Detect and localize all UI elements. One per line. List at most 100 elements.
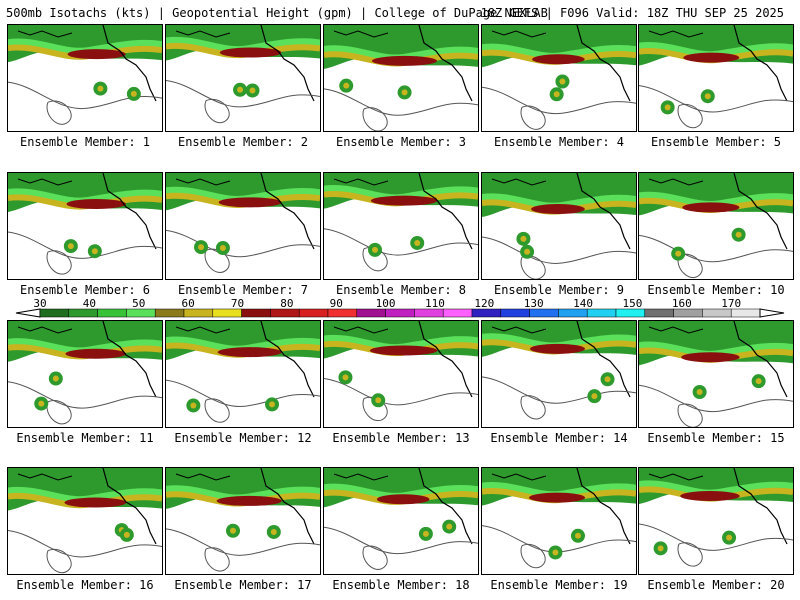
- isotach-map: [324, 468, 478, 570]
- map-panel-member-11: [7, 320, 163, 428]
- isotach-map: [482, 321, 636, 420]
- member-label: Ensemble Member: 17: [174, 578, 312, 592]
- colorbar-swatch: [241, 308, 271, 318]
- member-label: Ensemble Member: 16: [16, 578, 154, 592]
- map-panel-member-1: [7, 24, 163, 132]
- member-label: Ensemble Member: 2: [177, 135, 309, 149]
- member-label: Ensemble Member: 20: [647, 578, 785, 592]
- colorbar-tick-label: 170: [721, 297, 741, 310]
- colorbar-swatch: [385, 308, 415, 318]
- member-label: Ensemble Member: 4: [493, 135, 625, 149]
- isotach-map: [324, 173, 478, 272]
- colorbar-swatch: [327, 308, 358, 318]
- colorbar-legend: 30 40 50 60 70 80 90 100 110 120 130 140 150 160 170: [0, 297, 800, 319]
- colorbar-swatch: [97, 308, 127, 318]
- isotach-map: [639, 321, 793, 427]
- colorbar-tick-label: 140: [573, 297, 593, 310]
- colorbar-swatch: [673, 308, 703, 318]
- colorbar-tick-label: 30: [33, 297, 46, 310]
- member-label: Ensemble Member: 13: [332, 431, 470, 445]
- map-panel-member-13: [323, 320, 479, 428]
- run-info: 18Z GEFS | F096 Valid: 18Z THU SEP 25 20…: [480, 6, 784, 20]
- colorbar-swatch: [39, 308, 70, 318]
- map-panel-member-14: [481, 320, 637, 428]
- member-label: Ensemble Member: 8: [335, 283, 467, 297]
- colorbar-swatch: [586, 308, 617, 318]
- colorbar-swatch: [442, 308, 473, 318]
- isotach-map: [482, 468, 636, 569]
- map-panel-member-15: [638, 320, 794, 428]
- colorbar-tick-label: 160: [672, 297, 692, 310]
- colorbar-swatch: [414, 308, 444, 318]
- colorbar-tick-label: 80: [280, 297, 293, 310]
- colorbar-swatch: [356, 308, 386, 318]
- member-label: Ensemble Member: 14: [490, 431, 628, 445]
- isotach-map: [639, 173, 793, 278]
- member-label: Ensemble Member: 18: [332, 578, 470, 592]
- colorbar-tick-label: 150: [623, 297, 643, 310]
- colorbar-tick-label: 100: [376, 297, 396, 310]
- map-panel-member-3: [323, 24, 479, 132]
- isotach-map: [324, 321, 478, 421]
- map-panel-member-12: [165, 320, 321, 428]
- isotach-map: [166, 173, 320, 273]
- colorbar-swatch: [615, 308, 646, 318]
- isotach-map: [8, 468, 162, 573]
- isotach-map: [639, 468, 793, 567]
- colorbar-tick-label: 50: [132, 297, 145, 310]
- member-label: Ensemble Member: 1: [19, 135, 151, 149]
- colorbar-swatch: [270, 308, 300, 318]
- colorbar-swatch: [730, 308, 761, 318]
- member-label: Ensemble Member: 6: [19, 283, 151, 297]
- map-panel-member-8: [323, 172, 479, 280]
- isotach-map: [639, 25, 793, 129]
- isotach-map: [166, 321, 320, 423]
- map-panel-member-20: [638, 467, 794, 575]
- colorbar-tick-label: 60: [181, 297, 194, 310]
- isotach-map: [8, 25, 162, 125]
- colorbar-swatch: [126, 308, 156, 318]
- member-label: Ensemble Member: 19: [490, 578, 628, 592]
- isotach-map: [8, 173, 162, 275]
- map-panel-member-9: [481, 172, 637, 280]
- colorbar-swatch: [154, 308, 185, 318]
- colorbar-swatch: [183, 308, 214, 318]
- member-label: Ensemble Member: 11: [16, 431, 154, 445]
- colorbar-tick-label: 70: [231, 297, 244, 310]
- member-label: Ensemble Member: 9: [493, 283, 625, 297]
- colorbar-tick-label: 90: [330, 297, 343, 310]
- colorbar-swatch: [212, 308, 242, 318]
- member-label: Ensemble Member: 15: [647, 431, 785, 445]
- colorbar-swatch: [558, 308, 588, 318]
- map-panel-member-10: [638, 172, 794, 280]
- isotach-map: [166, 25, 320, 123]
- colorbar-tick-label: 130: [524, 297, 544, 310]
- map-panel-member-7: [165, 172, 321, 280]
- isotach-map: [324, 25, 478, 131]
- map-panel-member-6: [7, 172, 163, 280]
- member-label: Ensemble Member: 5: [650, 135, 782, 149]
- member-label: Ensemble Member: 10: [647, 283, 785, 297]
- colorbar-swatch: [68, 308, 98, 318]
- member-label: Ensemble Member: 7: [177, 283, 309, 297]
- member-label: Ensemble Member: 12: [174, 431, 312, 445]
- map-panel-member-19: [481, 467, 637, 575]
- colorbar-swatch: [529, 308, 559, 318]
- map-panel-member-4: [481, 24, 637, 132]
- isotach-map: [166, 468, 320, 572]
- colorbar-swatch: [644, 308, 674, 318]
- isotach-map: [482, 173, 636, 279]
- colorbar-arrow-left: [15, 308, 41, 318]
- colorbar-swatch: [471, 308, 502, 318]
- map-panel-member-5: [638, 24, 794, 132]
- colorbar-tick-label: 40: [83, 297, 96, 310]
- map-title: 500mb Isotachs (kts) | Geopotential Heig…: [6, 6, 548, 20]
- colorbar-swatch: [298, 308, 329, 318]
- header: 500mb Isotachs (kts) | Geopotential Heig…: [0, 0, 800, 22]
- isotach-map: [8, 321, 162, 425]
- map-panel-member-17: [165, 467, 321, 575]
- member-label: Ensemble Member: 3: [335, 135, 467, 149]
- colorbar-arrow-right: [759, 308, 785, 318]
- map-panel-member-18: [323, 467, 479, 575]
- map-panel-member-16: [7, 467, 163, 575]
